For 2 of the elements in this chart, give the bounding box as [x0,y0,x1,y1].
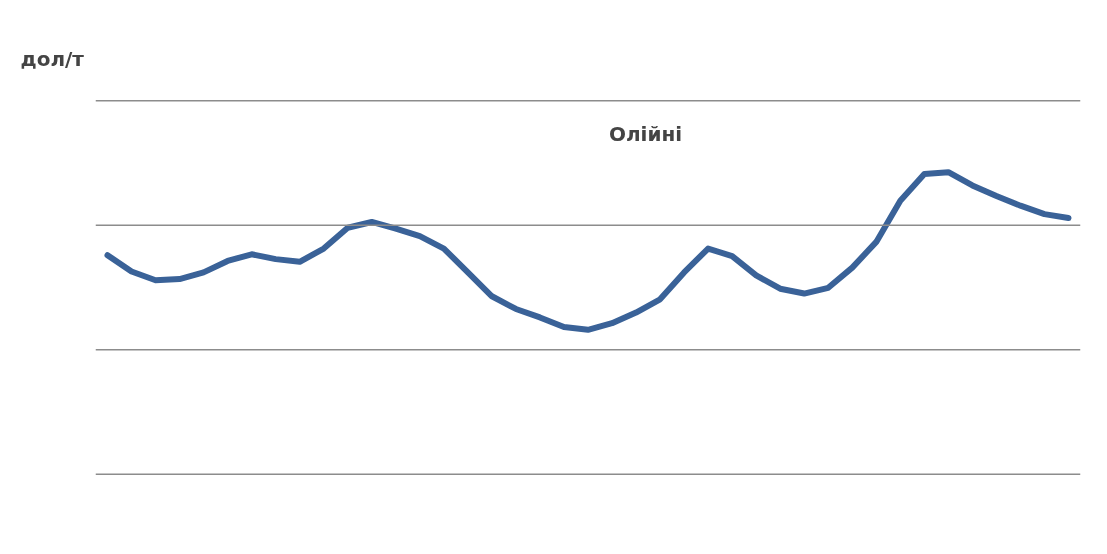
text: дол/т [20,46,85,71]
chart-title: Олійні [608,121,683,146]
